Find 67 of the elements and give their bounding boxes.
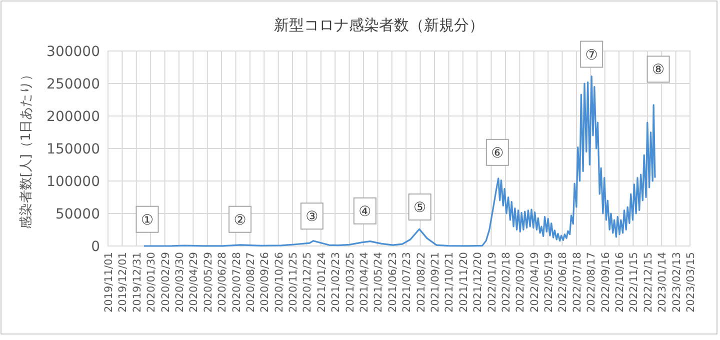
x-tick-label: 2021/01/24 bbox=[316, 252, 328, 313]
x-tick-label: 2021/02/23 bbox=[330, 252, 342, 313]
x-tick-label: 2023/02/13 bbox=[670, 252, 683, 313]
x-tick-label: 2020/07/28 bbox=[230, 252, 243, 313]
annotation: ⑦ bbox=[585, 47, 598, 64]
x-tick-label: 2021/09/21 bbox=[429, 252, 442, 313]
annotation: ⑦ bbox=[580, 40, 604, 68]
annotation: ⑥ bbox=[486, 138, 509, 166]
y-tick-label: 50000 bbox=[55, 206, 100, 222]
annotation: ⑤ bbox=[414, 200, 426, 216]
annotation: ⑧ bbox=[652, 62, 665, 78]
y-tick-label: 200000 bbox=[46, 109, 100, 125]
x-tick-label: 2020/10/26 bbox=[273, 252, 286, 313]
x-tick-label: 2022/02/18 bbox=[500, 252, 512, 313]
x-tick-label: 2019/12/01 bbox=[117, 252, 130, 313]
y-tick-label: 150000 bbox=[46, 142, 100, 158]
x-tick-label: 2021/07/23 bbox=[401, 252, 414, 313]
x-tick-label: 2021/10/21 bbox=[444, 252, 456, 313]
x-tick-label: 2022/06/18 bbox=[557, 252, 570, 313]
annotation: ④ bbox=[358, 204, 372, 220]
annotation: ② bbox=[234, 212, 246, 228]
annotation: ① bbox=[140, 212, 154, 228]
annotation: ③ bbox=[306, 209, 318, 226]
x-tick-label: 2021/11/20 bbox=[458, 252, 470, 313]
x-tick-label: 2022/04/19 bbox=[528, 252, 541, 313]
x-tick-label: 2020/02/29 bbox=[160, 252, 172, 313]
annotation: ① bbox=[136, 206, 159, 233]
y-tick-label: 300000 bbox=[46, 44, 100, 60]
x-tick-label: 2019/11/01 bbox=[103, 252, 115, 313]
x-tick-label: 2022/03/20 bbox=[514, 252, 527, 313]
x-tick-label: 2021/04/24 bbox=[358, 252, 371, 313]
x-tick-label: 2021/12/20 bbox=[472, 252, 484, 313]
x-tick-label: 2022/12/15 bbox=[642, 252, 654, 313]
x-tick-label: 2021/05/24 bbox=[372, 252, 385, 313]
y-tick-label: 0 bbox=[91, 239, 100, 255]
x-tick-label: 2020/06/28 bbox=[216, 252, 229, 313]
x-tick-label: 2020/08/27 bbox=[244, 252, 257, 313]
annotation: ④ bbox=[353, 197, 376, 224]
annotation: ② bbox=[228, 206, 252, 233]
x-tick-label: 2022/09/16 bbox=[600, 252, 612, 313]
x-tick-label: 2020/12/25 bbox=[302, 252, 314, 313]
x-tick-label: 2020/11/25 bbox=[288, 252, 300, 313]
y-tick-label: 250000 bbox=[46, 76, 100, 92]
x-tick-label: 2020/05/29 bbox=[202, 252, 214, 313]
x-tick-label: 2022/01/19 bbox=[486, 252, 498, 313]
x-tick-label: 2022/05/19 bbox=[543, 252, 556, 313]
x-tick-label: 2020/09/26 bbox=[259, 252, 272, 313]
x-tick-label: 2021/03/25 bbox=[344, 252, 356, 313]
x-tick-label: 2020/01/30 bbox=[146, 252, 158, 313]
x-tick-label: 2021/08/22 bbox=[415, 252, 428, 313]
annotation: ⑥ bbox=[491, 145, 504, 162]
x-tick-label: 2022/11/15 bbox=[628, 252, 640, 313]
chart-title: 新型コロナ感染者数（新規分） bbox=[274, 16, 484, 34]
x-tick-label: 2022/10/16 bbox=[614, 252, 626, 313]
x-tick-label: 2021/06/23 bbox=[386, 252, 399, 313]
x-tick-label: 2020/03/30 bbox=[174, 252, 186, 313]
x-tick-label: 2023/03/15 bbox=[685, 252, 697, 313]
x-tick-label: 2019/12/31 bbox=[131, 252, 144, 313]
y-tick-label: 100000 bbox=[46, 174, 100, 190]
x-tick-label: 2020/04/29 bbox=[188, 252, 200, 313]
y-axis-title: 感染者数[人]（1日あたり） bbox=[19, 68, 34, 230]
x-tick-label: 2023/01/14 bbox=[656, 252, 669, 313]
annotation: ③ bbox=[300, 202, 324, 230]
x-tick-label: 2022/08/17 bbox=[586, 252, 598, 313]
annotation: ⑧ bbox=[646, 56, 670, 83]
annotation: ⑤ bbox=[408, 194, 432, 220]
x-tick-label: 2022/07/18 bbox=[571, 252, 584, 313]
